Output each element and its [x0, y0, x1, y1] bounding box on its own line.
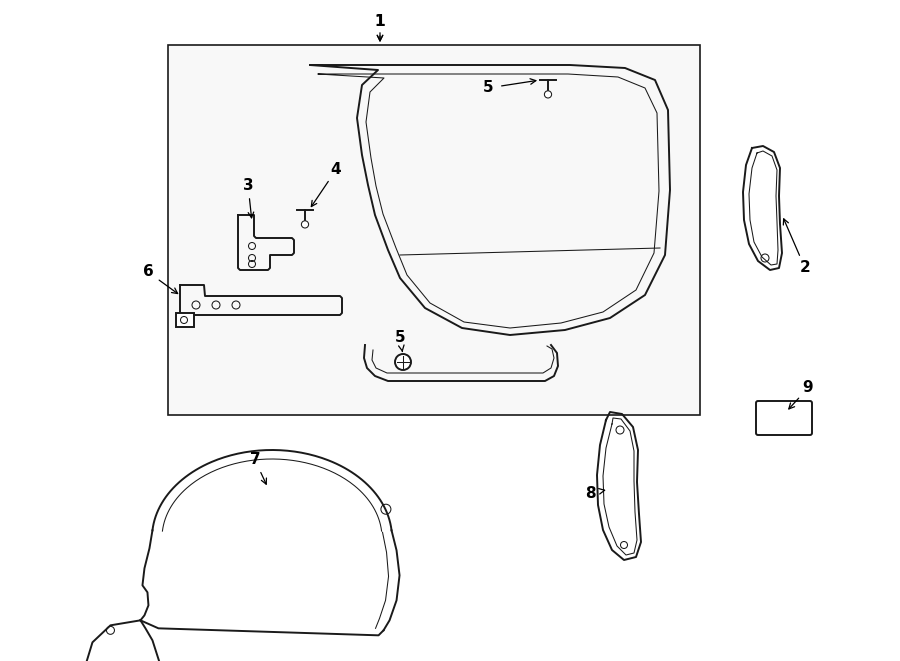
Text: 5: 5 [395, 330, 405, 346]
Text: 4: 4 [330, 163, 341, 178]
FancyBboxPatch shape [756, 401, 812, 435]
Circle shape [302, 221, 309, 228]
Text: 1: 1 [374, 15, 385, 30]
Bar [168, 45, 700, 415]
Text: 7: 7 [249, 453, 260, 467]
Circle shape [395, 354, 411, 370]
Text: 6: 6 [142, 264, 153, 280]
Text: 2: 2 [799, 260, 810, 276]
Bar [176, 313, 194, 327]
Text: 9: 9 [803, 381, 814, 395]
Text: 1: 1 [374, 15, 385, 30]
Text: 5: 5 [482, 81, 493, 95]
Text: 8: 8 [585, 485, 595, 500]
Circle shape [544, 91, 552, 98]
Text: 3: 3 [243, 178, 253, 192]
